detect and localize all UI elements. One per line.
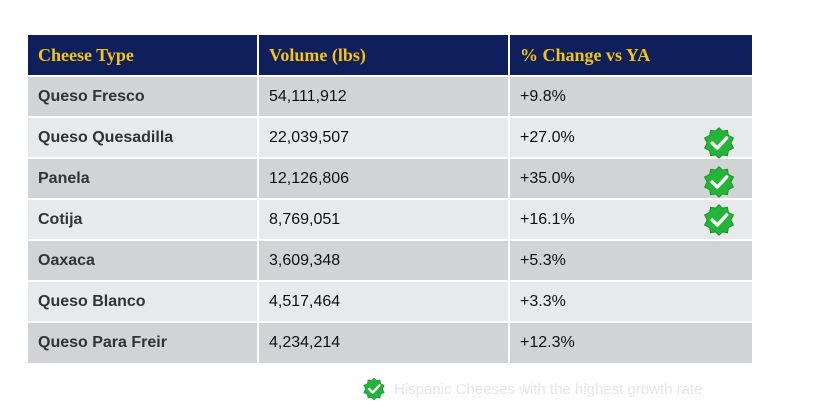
table-row: Queso Blanco 4,517,464 +3.3% xyxy=(28,280,752,322)
green-check-badge-icon xyxy=(703,127,735,159)
change-cell: +5.3% xyxy=(509,239,752,281)
table-row: Queso Fresco 54,111,912 +9.8% xyxy=(28,75,752,117)
table-row: Queso Quesadilla 22,039,507 +27.0% xyxy=(28,116,752,158)
cheese-type-cell: Queso Quesadilla xyxy=(28,116,259,158)
cheese-type-cell: Oaxaca xyxy=(28,239,259,281)
legend-text: Hispanic Cheeses with the highest growth… xyxy=(394,380,703,398)
table-row: Panela 12,126,806 +35.0% xyxy=(28,157,752,199)
volume-cell: 4,517,464 xyxy=(258,280,510,322)
volume-cell: 12,126,806 xyxy=(258,157,510,199)
header-volume: Volume (lbs) xyxy=(258,35,510,76)
volume-cell: 8,769,051 xyxy=(258,198,510,240)
header-percent-change: % Change vs YA xyxy=(509,35,752,76)
cheese-type-cell: Panela xyxy=(28,157,259,199)
cheese-volume-table: Cheese Type Volume (lbs) % Change vs YA … xyxy=(28,35,752,363)
header-cheese-type: Cheese Type xyxy=(28,35,259,76)
volume-cell: 54,111,912 xyxy=(258,75,510,117)
cheese-type-cell: Queso Para Freir xyxy=(28,321,259,363)
cheese-type-cell: Cotija xyxy=(28,198,259,240)
table-row: Cotija 8,769,051 +16.1% xyxy=(28,198,752,240)
green-check-badge-icon xyxy=(703,166,735,198)
table-row: Oaxaca 3,609,348 +5.3% xyxy=(28,239,752,281)
table-header-row: Cheese Type Volume (lbs) % Change vs YA xyxy=(28,35,752,76)
change-cell: +12.3% xyxy=(509,321,752,363)
green-check-badge-icon xyxy=(703,204,735,236)
volume-cell: 3,609,348 xyxy=(258,239,510,281)
cheese-type-cell: Queso Fresco xyxy=(28,75,259,117)
cheese-type-cell: Queso Blanco xyxy=(28,280,259,322)
change-cell: +3.3% xyxy=(509,280,752,322)
volume-cell: 4,234,214 xyxy=(258,321,510,363)
cheese-table-container: Cheese Type Volume (lbs) % Change vs YA … xyxy=(28,35,752,363)
volume-cell: 22,039,507 xyxy=(258,116,510,158)
legend: Hispanic Cheeses with the highest growth… xyxy=(362,377,703,401)
green-check-badge-icon xyxy=(363,377,385,401)
table-row: Queso Para Freir 4,234,214 +12.3% xyxy=(28,321,752,363)
change-cell: +9.8% xyxy=(509,75,752,117)
